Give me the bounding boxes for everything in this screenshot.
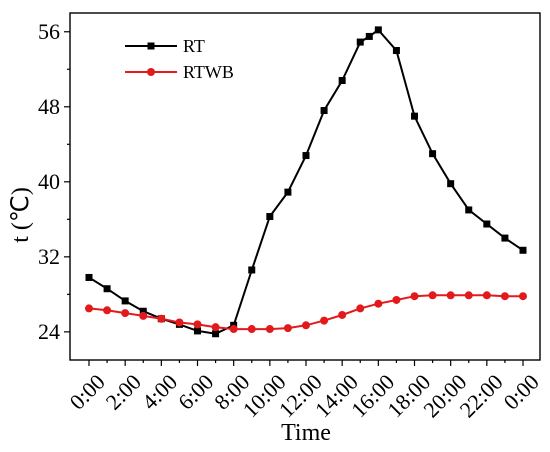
data-point-rtwb <box>175 318 184 327</box>
data-point-rtwb <box>139 311 148 320</box>
x-tick-label: 6:00 <box>173 369 218 414</box>
y-tick-label: 24 <box>38 319 60 344</box>
data-point-rt <box>103 285 111 293</box>
data-point-rtwb <box>374 299 383 308</box>
data-point-rt <box>284 188 292 196</box>
x-tick-label: 2:00 <box>101 369 146 414</box>
data-point-rtwb <box>464 291 473 300</box>
axis-ticks <box>64 31 524 366</box>
data-point-rtwb <box>320 316 329 325</box>
plot-frame <box>69 12 541 361</box>
x-axis-title: Time <box>281 420 331 446</box>
data-point-rt <box>85 273 93 281</box>
data-point-rt <box>121 297 129 305</box>
plot-area-border <box>69 12 541 361</box>
data-point-rt <box>266 213 274 221</box>
data-point-rt <box>194 327 201 335</box>
data-point-rt <box>374 26 382 34</box>
data-point-rtwb <box>356 304 365 313</box>
y-tick-label: 48 <box>38 94 60 119</box>
data-point-rtwb <box>428 291 437 300</box>
data-point-rtwb <box>229 325 238 334</box>
data-point-rt <box>483 220 491 228</box>
data-point-rtwb <box>157 314 166 323</box>
data-point-rtwb <box>302 321 310 330</box>
legend-label-rtwb: RTWB <box>183 62 234 82</box>
data-point-rt <box>248 266 256 274</box>
series-lines <box>88 28 524 335</box>
data-point-rtwb <box>519 292 527 301</box>
data-point-rtwb <box>482 291 491 300</box>
legend-label-rt: RT <box>183 36 205 56</box>
series-markers <box>85 26 527 338</box>
data-point-rt <box>392 47 400 55</box>
legend-marker-rtwb <box>147 68 155 76</box>
y-tick-label: 40 <box>38 169 60 194</box>
data-point-rt <box>465 206 473 214</box>
data-point-rtwb <box>410 292 419 301</box>
x-tick-label: 0:00 <box>499 369 544 414</box>
data-point-rt <box>356 38 364 46</box>
data-point-rtwb <box>392 295 401 304</box>
x-tick-label: 4:00 <box>137 369 182 414</box>
data-point-rt <box>320 107 328 115</box>
data-point-rtwb <box>265 325 274 334</box>
y-tick-label: 32 <box>38 244 60 269</box>
data-point-rtwb <box>211 323 220 332</box>
data-point-rtwb <box>103 306 112 315</box>
data-point-rtwb <box>247 325 256 334</box>
data-point-rtwb <box>193 320 202 329</box>
data-point-rt <box>365 32 373 40</box>
data-point-rt <box>338 77 346 85</box>
data-point-rt <box>212 330 220 338</box>
data-point-rtwb <box>500 292 509 301</box>
y-tick-label: 56 <box>38 19 60 44</box>
y-axis-title: t (℃) <box>8 187 34 243</box>
tick-labels: 24324048560:002:004:006:008:0010:0012:00… <box>38 19 544 423</box>
data-point-rt <box>139 307 147 315</box>
data-point-rtwb <box>85 304 93 313</box>
data-point-rt <box>447 180 455 188</box>
data-point-rtwb <box>338 310 347 319</box>
data-point-rtwb <box>283 324 292 333</box>
data-point-rt <box>411 112 418 120</box>
series-line-rt <box>88 28 524 335</box>
data-point-rt <box>429 150 437 158</box>
data-point-rt <box>519 246 527 254</box>
data-point-rtwb <box>121 309 130 318</box>
data-point-rt <box>501 234 509 242</box>
data-point-rt <box>302 152 310 160</box>
x-tick-label: 0:00 <box>65 369 110 414</box>
legend-marker-rt <box>147 42 155 50</box>
data-point-rtwb <box>446 291 455 300</box>
legend: RT RTWB <box>125 36 234 82</box>
